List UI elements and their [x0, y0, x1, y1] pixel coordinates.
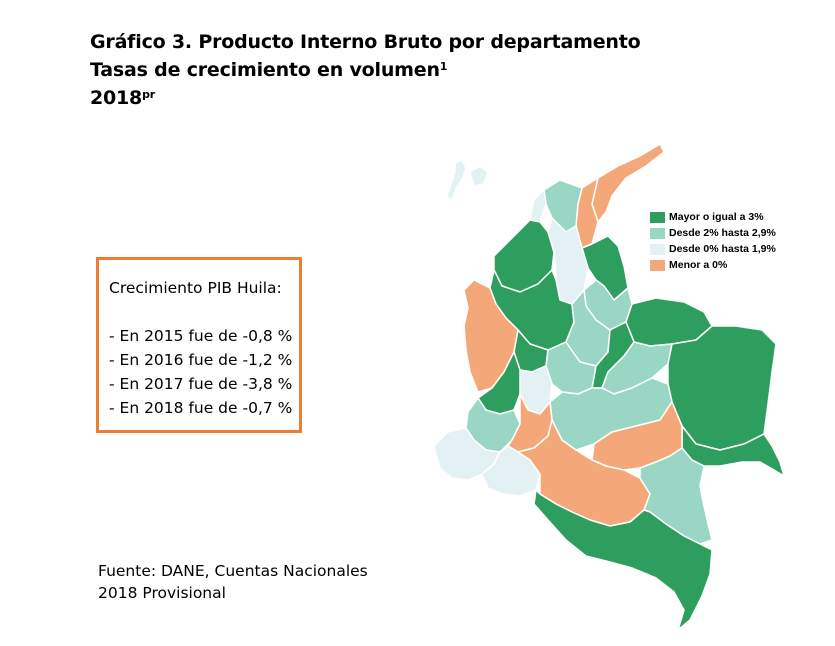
- title-line-2: Tasas de crecimiento en volumen1: [90, 56, 640, 84]
- source-line-2: 2018 Provisional: [98, 584, 226, 602]
- map-region-bolivar-strip: [529, 189, 547, 223]
- title-footnote-mark: 1: [439, 60, 448, 73]
- legend-swatch-low: [650, 243, 665, 255]
- chart-title: Gráfico 3. Producto Interno Bruto por de…: [90, 28, 641, 112]
- info-item-2016: - En 2016 fue de -1,2 %: [109, 351, 293, 369]
- map-region-cundinamarca: [545, 341, 597, 395]
- legend-label-low: Desde 0% hasta 1,9%: [669, 243, 776, 255]
- legend-swatch-mid: [650, 227, 665, 239]
- info-heading: Crecimiento PIB Huila:: [109, 279, 282, 297]
- map-region-san-andres: [446, 159, 467, 201]
- legend-item-high: Mayor o igual a 3%: [650, 209, 776, 225]
- map-region-cauca: [465, 397, 521, 453]
- legend-label-high: Mayor o igual a 3%: [669, 211, 764, 223]
- source-line-1: Fuente: DANE, Cuentas Nacionales: [98, 562, 368, 580]
- legend-label-mid: Desde 2% hasta 2,9%: [669, 227, 776, 239]
- source-note: Fuente: DANE, Cuentas Nacionales 2018 Pr…: [98, 560, 368, 604]
- title-line-1: Gráfico 3. Producto Interno Bruto por de…: [90, 31, 641, 53]
- legend-swatch-negative: [650, 259, 665, 271]
- legend-item-negative: Menor a 0%: [650, 257, 776, 273]
- legend-item-low: Desde 0% hasta 1,9%: [650, 241, 776, 257]
- title-line-2-text: Tasas de crecimiento en volumen: [90, 59, 440, 81]
- legend-item-mid: Desde 2% hasta 2,9%: [650, 225, 776, 241]
- info-item-2018: - En 2018 fue de -0,7 %: [109, 399, 293, 417]
- map-region-providencia: [469, 165, 489, 187]
- title-line-3: 2018pr: [90, 84, 640, 112]
- info-item-2017: - En 2017 fue de -3,8 %: [109, 375, 293, 393]
- huila-info-box: Crecimiento PIB Huila: - En 2015 fue de …: [96, 257, 302, 433]
- title-year: 2018: [90, 87, 143, 109]
- legend-label-negative: Menor a 0%: [669, 259, 728, 271]
- map-region-vaupes: [639, 447, 713, 545]
- map-legend: Mayor o igual a 3% Desde 2% hasta 2,9% D…: [650, 209, 776, 273]
- title-year-sup: pr: [142, 88, 155, 101]
- legend-swatch-high: [650, 211, 665, 223]
- info-item-2015: - En 2015 fue de -0,8 %: [109, 327, 293, 345]
- map-region-amazonas: [533, 489, 713, 631]
